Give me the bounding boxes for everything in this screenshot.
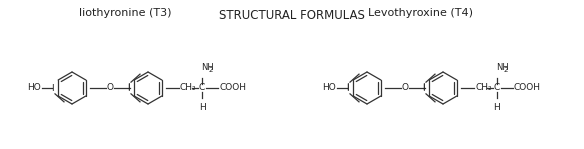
Text: I: I [346, 83, 349, 92]
Text: NH: NH [201, 63, 214, 72]
Text: HO: HO [322, 83, 336, 93]
Text: Levothyroxine (T4): Levothyroxine (T4) [367, 8, 472, 18]
Text: CH₂: CH₂ [180, 83, 197, 93]
Text: CH₂: CH₂ [475, 83, 492, 93]
Text: I: I [422, 84, 425, 93]
Text: O: O [106, 83, 113, 93]
Text: I: I [346, 84, 349, 93]
Text: COOH: COOH [514, 83, 541, 93]
Text: 2: 2 [209, 67, 213, 73]
Text: 2: 2 [504, 67, 509, 73]
Text: HO: HO [27, 83, 41, 93]
Text: I: I [127, 84, 130, 93]
Text: COOH: COOH [219, 83, 246, 93]
Text: O: O [402, 83, 408, 93]
Text: C: C [199, 83, 205, 93]
Text: I: I [127, 83, 130, 92]
Text: H: H [493, 103, 500, 112]
Text: NH: NH [496, 63, 509, 72]
Text: C: C [494, 83, 500, 93]
Text: I: I [422, 83, 425, 92]
Text: STRUCTURAL FORMULAS: STRUCTURAL FORMULAS [219, 9, 365, 22]
Text: H: H [199, 103, 206, 112]
Text: liothyronine (T3): liothyronine (T3) [79, 8, 171, 18]
Text: I: I [51, 84, 54, 93]
